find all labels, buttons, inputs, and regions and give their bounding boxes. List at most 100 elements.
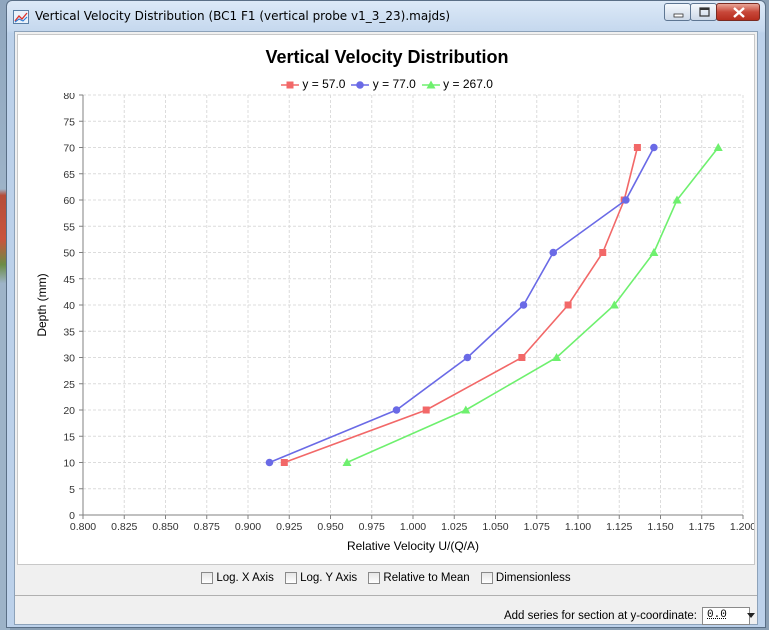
x-tick-label: 0.875	[194, 521, 220, 533]
y-tick-label: 75	[63, 116, 75, 128]
data-point	[342, 458, 352, 466]
y-tick-label: 30	[63, 353, 75, 365]
legend-label: y = 77.0	[369, 77, 416, 91]
x-tick-label: 0.825	[111, 521, 137, 533]
y-tick-label: 35	[63, 326, 75, 338]
data-point	[461, 405, 471, 414]
data-point	[463, 353, 472, 362]
x-tick-label: 0.800	[70, 521, 96, 533]
legend-label: y = 57.0	[299, 77, 346, 91]
data-point	[564, 301, 572, 309]
log-x-axis-checkbox[interactable]: Log. X Axis	[201, 572, 274, 584]
data-point	[599, 249, 607, 256]
log-x-axis-label: Log. X Axis	[216, 572, 274, 585]
log-y-axis-label: Log. Y Axis	[300, 572, 358, 585]
y-tick-label: 15	[63, 431, 75, 443]
legend-label: y = 267.0	[439, 77, 493, 91]
x-tick-label: 0.925	[276, 521, 302, 533]
minimize-button[interactable]	[664, 3, 691, 21]
x-tick-label: 1.000	[400, 521, 426, 533]
data-point	[609, 300, 619, 309]
data-point	[633, 144, 641, 151]
y-tick-label: 0	[69, 510, 75, 522]
desktop-background-strip	[0, 0, 10, 630]
x-tick-label: 1.100	[565, 521, 591, 533]
data-point	[713, 143, 723, 151]
data-point	[280, 459, 288, 466]
data-point	[265, 458, 274, 467]
x-tick-label: 1.050	[482, 521, 508, 533]
chart-window-icon	[13, 10, 29, 24]
y-tick-label: 50	[63, 248, 75, 260]
minimize-icon	[673, 13, 684, 18]
bottom-separator	[15, 595, 757, 596]
legend-marker	[426, 80, 436, 89]
legend-marker	[356, 81, 365, 89]
close-button[interactable]	[716, 3, 760, 21]
x-tick-label: 0.850	[152, 521, 178, 533]
data-point	[549, 248, 558, 257]
checkbox-box[interactable]	[368, 572, 381, 584]
legend-item: y = 77.0	[351, 77, 416, 91]
y-tick-label: 65	[63, 169, 75, 181]
title-bar[interactable]: Vertical Velocity Distribution (BC1 F1 (…	[7, 1, 765, 33]
y-tick-label: 80	[63, 93, 75, 102]
plot-area: 0.800 0.825 0.850 0.875 0.900 0.925 0.950 0.975…	[35, 93, 754, 553]
x-tick-label: 1.200	[730, 521, 754, 533]
log-y-axis-checkbox[interactable]: Log. Y Axis	[285, 572, 357, 584]
checkbox-box[interactable]	[201, 572, 214, 584]
dimensionless-label: Dimensionless	[495, 572, 571, 585]
data-point	[392, 406, 401, 414]
legend-item: y = 57.0	[281, 77, 345, 91]
x-tick-label: 1.125	[606, 521, 632, 533]
y-tick-label: 20	[63, 405, 75, 417]
legend-swatch	[351, 81, 370, 89]
legend-swatch	[281, 81, 300, 89]
data-point	[519, 301, 528, 309]
chart-window: Vertical Velocity Distribution (BC1 F1 (…	[6, 0, 766, 628]
y-tick-label: 5	[69, 484, 75, 496]
checkbox-box[interactable]	[480, 572, 493, 584]
data-point	[622, 196, 630, 204]
y-tick-label: 45	[63, 274, 75, 286]
y-tick-label: 40	[63, 300, 75, 312]
x-tick-label: 0.900	[235, 521, 261, 533]
y-tick-label: 25	[63, 379, 75, 391]
x-tick-label: 1.175	[689, 521, 715, 533]
y-tick-label: 10	[63, 458, 75, 470]
legend-item: y = 267.0	[421, 77, 493, 91]
y-coordinate-value[interactable]: 0.0	[707, 609, 727, 621]
data-point	[422, 406, 430, 414]
y-coordinate-combobox[interactable]: 0.0	[702, 607, 755, 625]
y-tick-label: 60	[63, 195, 75, 207]
legend-marker	[286, 81, 294, 89]
x-tick-label: 1.025	[441, 521, 467, 533]
data-point	[649, 248, 659, 256]
chart-legend: y = 57.0 y = 77.0 y = 267.0	[18, 77, 756, 91]
chart-title: Vertical Velocity Distribution	[265, 47, 509, 67]
y-tick-label: 55	[63, 221, 75, 233]
data-point	[552, 353, 562, 361]
dimensionless-checkbox[interactable]: Dimensionless	[480, 572, 571, 585]
window-title: Vertical Velocity Distribution (BC1 F1 (…	[35, 9, 451, 23]
checkbox-box[interactable]	[285, 572, 298, 584]
x-tick-label: 1.075	[524, 521, 550, 533]
relative-to-mean-checkbox[interactable]: Relative to Mean	[368, 572, 470, 585]
series-line	[269, 147, 655, 464]
x-tick-label: 0.975	[359, 521, 385, 533]
add-series-label: Add series for section at y-coordinate:	[503, 610, 697, 622]
y-tick-label: 70	[63, 143, 75, 155]
maximize-button[interactable]	[690, 3, 717, 21]
data-point	[650, 143, 658, 152]
y-axis-label: Depth (mm)	[35, 273, 49, 336]
chart-panel: Vertical Velocity Distribution y = 57.0 …	[17, 34, 755, 565]
x-tick-label: 1.150	[647, 521, 673, 533]
data-point	[518, 354, 526, 361]
window-client-area: Vertical Velocity Distribution y = 57.0 …	[14, 31, 758, 625]
x-tick-label: 0.950	[317, 521, 343, 533]
x-axis-label: Relative Velocity U/(Q/A)	[347, 539, 479, 553]
relative-to-mean-label: Relative to Mean	[383, 572, 470, 585]
data-point	[672, 195, 682, 204]
legend-swatch	[421, 80, 440, 89]
chevron-down-icon[interactable]	[747, 613, 755, 618]
